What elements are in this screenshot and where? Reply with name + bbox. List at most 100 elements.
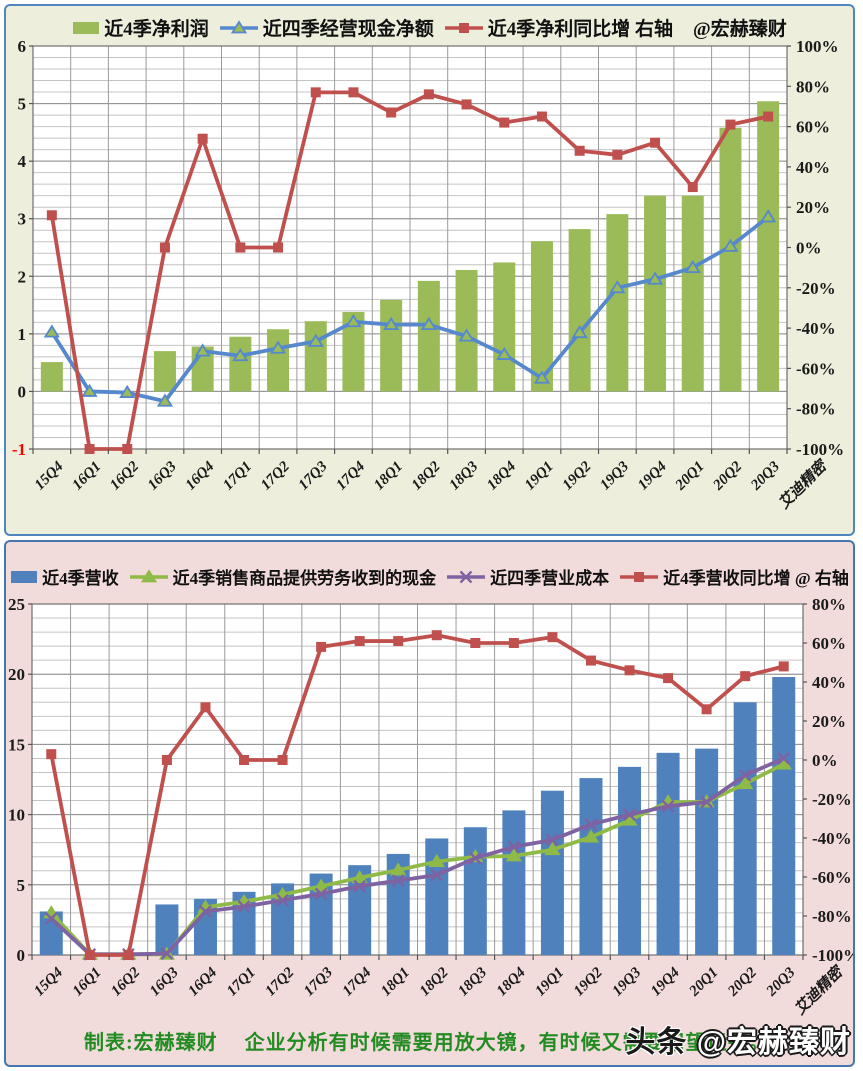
svg-text:-80%: -80% — [796, 400, 836, 419]
x-marker-icon — [447, 570, 486, 583]
svg-text:艾迪精密: 艾迪精密 — [775, 455, 832, 512]
toutiao-logo-text: 头条 — [625, 1026, 688, 1059]
svg-text:0: 0 — [17, 946, 26, 965]
svg-text:19Q3: 19Q3 — [597, 458, 632, 493]
top-chart-legend: 近4季净利润 近四季经营现金净额 近4季净利同比增 右轴 @宏赫臻财 — [6, 14, 853, 41]
svg-text:10: 10 — [8, 806, 25, 825]
bottom-chart-legend: 近4季营收 近4季销售商品提供劳务收到的现金 近四季营业成本 近4季营收同比增 @ 右… — [6, 564, 853, 589]
svg-text:-1: -1 — [12, 440, 26, 459]
square-marker-icon — [620, 571, 659, 582]
svg-text:17Q4: 17Q4 — [333, 458, 368, 493]
svg-text:20%: 20% — [812, 712, 846, 731]
svg-text:18Q4: 18Q4 — [494, 964, 529, 999]
svg-text:19Q2: 19Q2 — [571, 964, 606, 999]
svg-text:-40%: -40% — [812, 829, 852, 848]
svg-text:17Q1: 17Q1 — [220, 459, 255, 494]
svg-text:17Q2: 17Q2 — [258, 458, 293, 493]
svg-text:16Q4: 16Q4 — [185, 964, 220, 999]
svg-text:-20%: -20% — [812, 790, 852, 809]
legend-item-1: 近4季净利润 — [72, 14, 209, 41]
legend-item-2: 近4季销售商品提供劳务收到的现金 — [129, 564, 437, 589]
svg-text:0%: 0% — [812, 751, 838, 770]
svg-text:20Q1: 20Q1 — [672, 459, 708, 495]
svg-text:15Q4: 15Q4 — [31, 964, 66, 999]
svg-text:100%: 100% — [796, 37, 839, 56]
svg-text:-60%: -60% — [796, 359, 836, 378]
legend-item-4: 近4季营收同比增 @ 右轴 — [619, 564, 849, 589]
bar-swatch-icon — [73, 21, 100, 34]
svg-text:5: 5 — [17, 876, 26, 895]
svg-text:40%: 40% — [812, 673, 846, 692]
svg-text:80%: 80% — [796, 77, 830, 96]
legend-item-3: 近4季净利同比增 右轴 — [444, 14, 673, 41]
svg-text:20Q2: 20Q2 — [724, 964, 760, 1000]
svg-text:16Q4: 16Q4 — [183, 458, 218, 493]
triangle-marker-icon — [219, 19, 258, 33]
legend-label: 近4季净利润 — [104, 19, 209, 40]
svg-text:19Q4: 19Q4 — [648, 964, 683, 999]
svg-text:20Q3: 20Q3 — [763, 964, 799, 1000]
svg-text:-100%: -100% — [812, 946, 853, 965]
chart-caption: 制表:宏赫臻财 企业分析有时候需要用放大镜，有时候又需要用望远镜。 — [84, 1032, 770, 1054]
svg-text:1: 1 — [18, 325, 27, 344]
author-handle: @宏赫臻财 — [696, 1026, 851, 1059]
svg-text:19Q3: 19Q3 — [609, 964, 644, 999]
svg-text:17Q1: 17Q1 — [224, 965, 259, 1000]
svg-text:16Q2: 16Q2 — [107, 458, 142, 493]
svg-text:20Q2: 20Q2 — [710, 458, 746, 494]
svg-text:17Q4: 17Q4 — [340, 964, 375, 999]
svg-text:-80%: -80% — [812, 907, 852, 926]
revenue-chart-panel: 25 20 15 10 5 0 80% 60% 40% 20% 0% -20% -40% -60% -80%… — [4, 540, 855, 1067]
svg-text:19Q4: 19Q4 — [635, 458, 670, 493]
svg-text:20Q1: 20Q1 — [686, 965, 722, 1001]
svg-text:16Q1: 16Q1 — [70, 965, 105, 1000]
svg-text:60%: 60% — [812, 634, 846, 653]
svg-text:19Q1: 19Q1 — [522, 459, 557, 494]
svg-text:16Q2: 16Q2 — [108, 964, 143, 999]
svg-text:16Q3: 16Q3 — [147, 964, 182, 999]
svg-text:17Q3: 17Q3 — [296, 458, 331, 493]
legend-label: 近四季经营现金净额 — [262, 19, 434, 40]
legend-item-3: 近四季营业成本 — [446, 564, 609, 589]
svg-text:20: 20 — [8, 665, 25, 684]
net-profit-chart: 6 5 4 3 2 1 0 -1 100% 80% 60% 40% 20% 0% -20% -40% -60% -… — [12, 37, 844, 512]
legend-label: 近四季营业成本 — [490, 569, 610, 588]
svg-text:18Q3: 18Q3 — [455, 964, 490, 999]
svg-text:4: 4 — [18, 152, 27, 171]
svg-text:19Q1: 19Q1 — [532, 965, 567, 1000]
svg-text:18Q2: 18Q2 — [409, 458, 444, 493]
svg-text:-20%: -20% — [796, 279, 836, 298]
svg-text:19Q2: 19Q2 — [560, 458, 595, 493]
svg-text:80%: 80% — [812, 595, 846, 614]
net-profit-chart-panel: 6 5 4 3 2 1 0 -1 100% 80% 60% 40% 20% 0% -20% -40% -60% -… — [4, 4, 855, 536]
svg-text:-40%: -40% — [796, 319, 836, 338]
toutiao-watermark: 头条 @宏赫臻财 — [625, 1017, 851, 1061]
svg-text:40%: 40% — [796, 158, 830, 177]
svg-text:20%: 20% — [796, 198, 830, 217]
svg-text:17Q2: 17Q2 — [263, 964, 298, 999]
svg-text:25: 25 — [8, 595, 25, 614]
svg-text:-60%: -60% — [812, 868, 852, 887]
svg-text:16Q3: 16Q3 — [145, 458, 180, 493]
revenue-chart: 25 20 15 10 5 0 80% 60% 40% 20% 0% -20% -40% -60% -80%… — [8, 595, 853, 1018]
svg-text:5: 5 — [18, 95, 27, 114]
legend-label: 近4季营收 — [42, 569, 119, 588]
svg-text:17Q3: 17Q3 — [301, 964, 336, 999]
legend-item-2: 近四季经营现金净额 — [219, 14, 434, 41]
legend-label: 近4季销售商品提供劳务收到的现金 — [172, 569, 437, 588]
svg-text:艾迪精密: 艾迪精密 — [791, 961, 848, 1018]
svg-text:18Q1: 18Q1 — [371, 459, 406, 494]
svg-text:18Q1: 18Q1 — [378, 965, 413, 1000]
legend-watermark: @宏赫臻财 — [693, 19, 787, 40]
svg-text:18Q2: 18Q2 — [417, 964, 452, 999]
svg-text:18Q3: 18Q3 — [446, 458, 481, 493]
legend-label: 近4季净利同比增 右轴 — [487, 19, 674, 40]
triangle-marker-icon — [129, 568, 168, 582]
svg-text:15Q4: 15Q4 — [32, 458, 67, 493]
legend-item-1: 近4季营收 — [10, 564, 119, 589]
svg-text:6: 6 — [18, 37, 27, 56]
svg-text:15: 15 — [8, 735, 25, 754]
square-marker-icon — [444, 22, 483, 33]
svg-text:60%: 60% — [796, 118, 830, 137]
